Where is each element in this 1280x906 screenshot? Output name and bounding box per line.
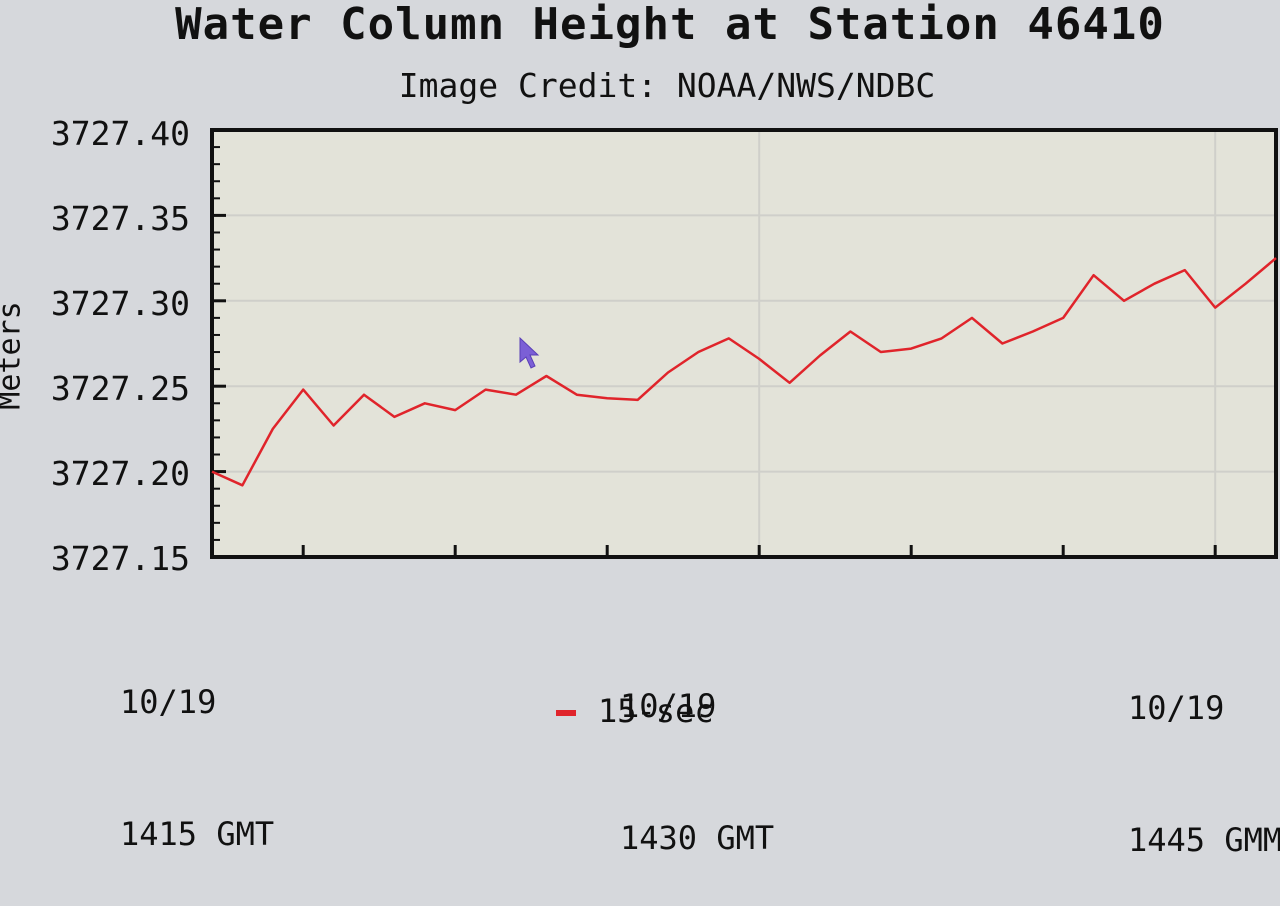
legend-swatch — [556, 710, 576, 716]
series-line — [211, 257, 1277, 487]
x-tick-date: 10/19 — [620, 687, 717, 725]
y-tick-label: 3727.40 — [50, 114, 190, 153]
plot-frame — [210, 128, 1278, 559]
plot-area — [212, 130, 1276, 557]
y-tick-label: 3727.20 — [50, 454, 190, 493]
chart-plot — [210, 128, 1278, 559]
x-tick-time: 1415 GMT — [120, 815, 275, 853]
y-tick-label: 3727.15 — [50, 539, 190, 578]
chart-title: Water Column Height at Station 46410 — [175, 0, 1165, 50]
x-tick-time: 1445 GMM — [1128, 821, 1280, 859]
x-tick-date: 10/19 — [120, 683, 217, 721]
cursor-icon — [519, 336, 540, 369]
image-credit: Image Credit: NOAA/NWS/NDBC — [398, 66, 936, 105]
y-tick-label: 3727.35 — [50, 199, 190, 238]
y-tick-label: 3727.30 — [50, 284, 190, 323]
y-tick-label: 3727.25 — [50, 369, 190, 408]
x-tick-time: 1430 GMT — [620, 819, 775, 857]
